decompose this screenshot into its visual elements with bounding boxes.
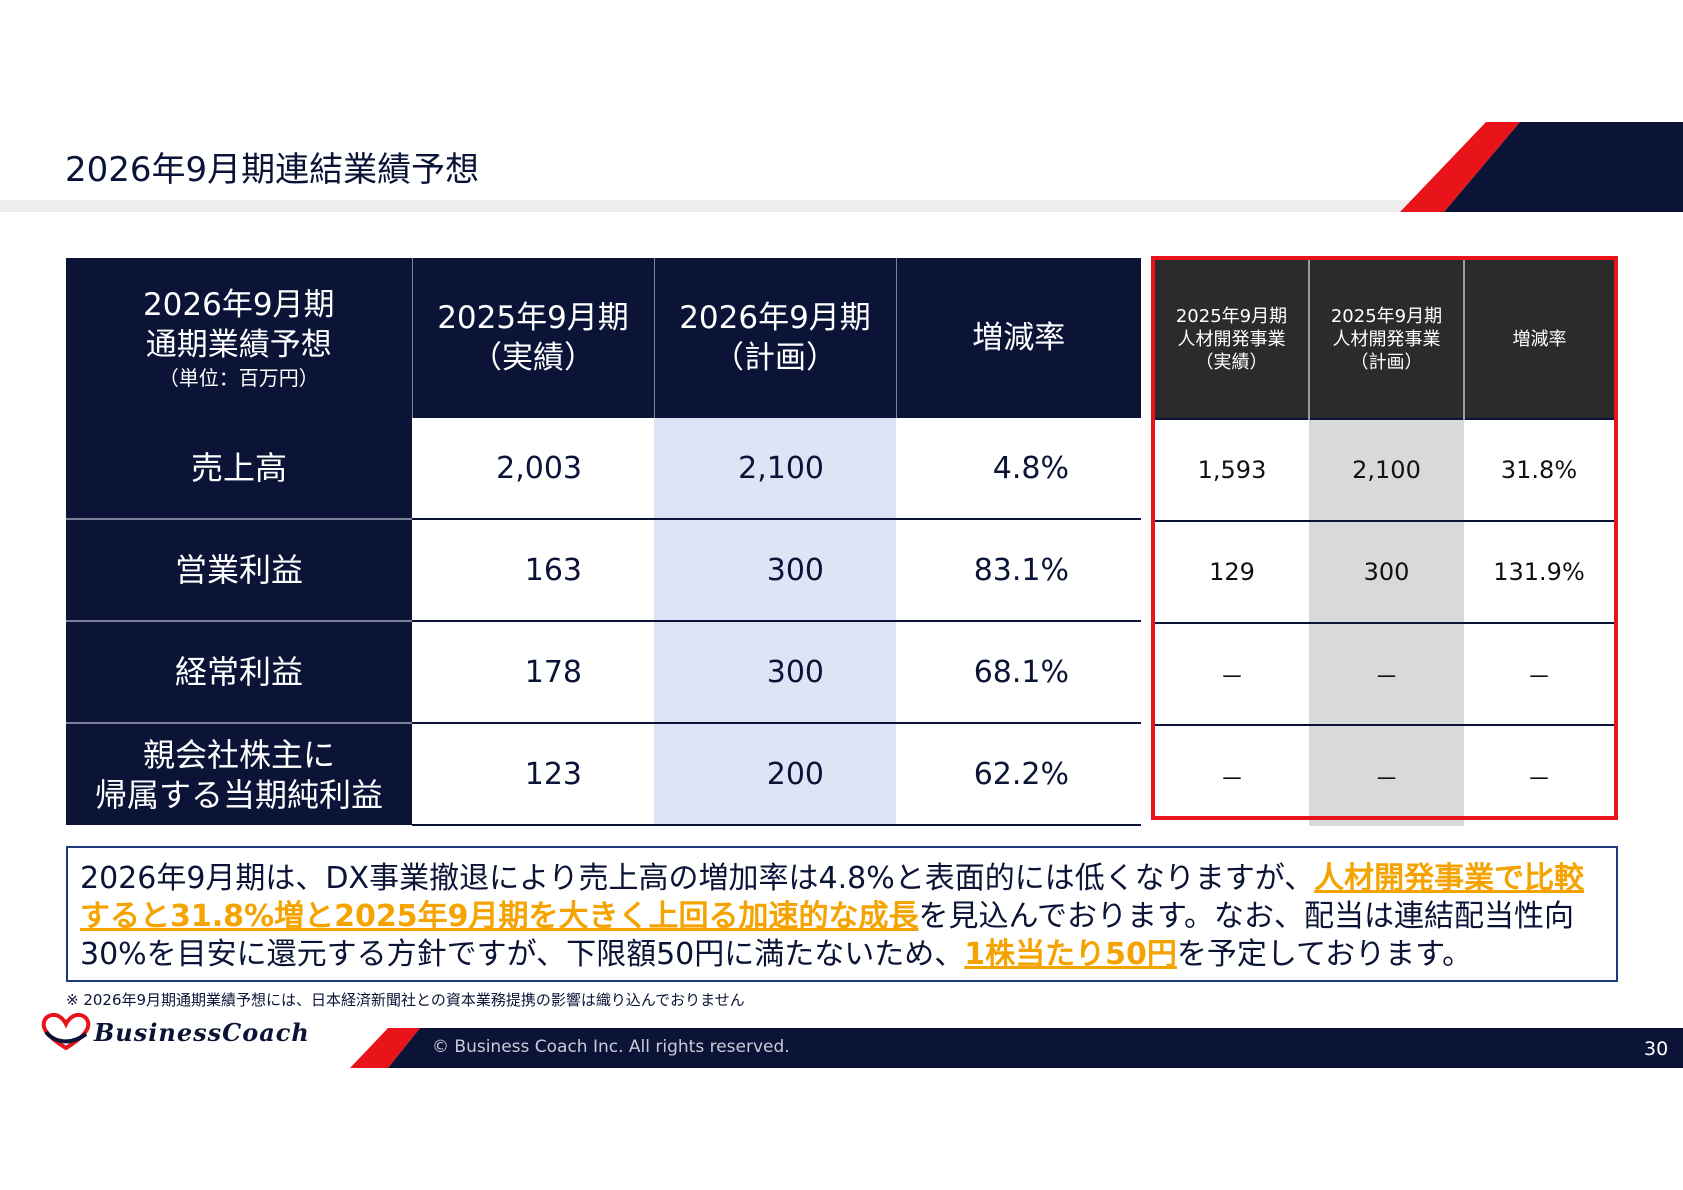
seg-cell-rate: － bbox=[1464, 724, 1614, 826]
commentary-text-1: 2026年9月期は、DX事業撤退により売上高の増加率は4.8%と表面的には低くな… bbox=[80, 861, 1315, 896]
commentary-text-3: を予定しております。 bbox=[1176, 937, 1473, 972]
seg-cell-rate: － bbox=[1464, 622, 1614, 725]
row-label-ordinary-profit: 経常利益 bbox=[66, 621, 412, 724]
segment-col-plan: 2025年9月期 人材開発事業 （計画） bbox=[1309, 260, 1465, 419]
net-income-line1: 親会社株主に bbox=[142, 735, 335, 774]
brand-logo-text: BusinessCoach bbox=[94, 1018, 310, 1047]
seg-actual-line3: （実績） bbox=[1195, 351, 1268, 373]
cell-rate: 62.2% bbox=[896, 723, 1141, 826]
seg-plan-line1: 2025年9月期 bbox=[1330, 305, 1443, 327]
segment-header-row: 2025年9月期 人材開発事業 （実績） 2025年9月期 人材開発事業 （計画… bbox=[1155, 260, 1614, 419]
segment-table: 2025年9月期 人材開発事業 （実績） 2025年9月期 人材開発事業 （計画… bbox=[1155, 260, 1614, 826]
table-row: － － － bbox=[1155, 622, 1614, 725]
cell-rate: 83.1% bbox=[896, 519, 1141, 622]
corner-line1: 2026年9月期 bbox=[142, 287, 335, 323]
seg-cell-rate: 31.8% bbox=[1464, 418, 1614, 521]
seg-cell-rate: 131.9% bbox=[1464, 520, 1614, 623]
col-actual-line2: （実績） bbox=[471, 340, 595, 376]
footer-band bbox=[350, 1028, 1683, 1068]
segment-highlight-frame bbox=[1151, 256, 1618, 820]
header-stripe-graphic bbox=[1400, 122, 1683, 212]
cell-plan: 300 bbox=[654, 519, 896, 622]
table-row: － － － bbox=[1155, 724, 1614, 826]
seg-plan-line2: 人材開発事業 bbox=[1332, 328, 1441, 350]
heart-logo-icon bbox=[41, 1012, 91, 1051]
col-plan-line1: 2026年9月期 bbox=[679, 300, 871, 336]
table-row: 営業利益 163 300 83.1% bbox=[66, 519, 1141, 622]
col-header-plan: 2026年9月期 （計画） bbox=[654, 258, 897, 418]
cell-rate: 68.1% bbox=[896, 621, 1141, 724]
copyright-text: © Business Coach Inc. All rights reserve… bbox=[432, 1037, 790, 1057]
cell-actual: 178 bbox=[412, 621, 654, 724]
seg-actual-line2: 人材開発事業 bbox=[1177, 328, 1286, 350]
col-actual-line1: 2025年9月期 bbox=[437, 300, 629, 336]
col-plan-line2: （計画） bbox=[713, 340, 837, 376]
footnote: ※ 2026年9月期通期業績予想には、日本経済新聞社との資本業務提携の影響は織り… bbox=[66, 991, 745, 1009]
seg-plan-line3: （計画） bbox=[1350, 351, 1423, 373]
cell-plan: 300 bbox=[654, 621, 896, 724]
header-band bbox=[0, 200, 1683, 212]
col-rate-line1: 増減率 bbox=[972, 320, 1066, 356]
table-row: 1,593 2,100 31.8% bbox=[1155, 418, 1614, 521]
page-title: 2026年9月期連結業績予想 bbox=[65, 150, 480, 190]
commentary-highlight-1: 人材開発事業で比較すると31.8%増と2025年9月期を大きく上回る加速的な成長 bbox=[80, 861, 1585, 934]
commentary-highlight-2: 1株当たり50円 bbox=[964, 937, 1177, 972]
seg-cell-plan: － bbox=[1309, 622, 1464, 725]
segment-col-actual: 2025年9月期 人材開発事業 （実績） bbox=[1155, 260, 1310, 419]
page-number: 30 bbox=[1644, 1038, 1669, 1060]
segment-col-rate: 増減率 bbox=[1464, 260, 1614, 419]
commentary-text-2: を見込んでおります。なお、配当は連結配当性向30%を目安に還元する方針ですが、下… bbox=[80, 899, 1574, 972]
seg-cell-plan: 2,100 bbox=[1309, 418, 1464, 521]
col-header-actual: 2025年9月期 （実績） bbox=[412, 258, 655, 418]
table-header-row: 2026年9月期 通期業績予想 （単位：百万円） 2025年9月期 （実績） 2… bbox=[66, 258, 1141, 418]
net-income-line2: 帰属する当期純利益 bbox=[94, 775, 383, 814]
table-row: 親会社株主に 帰属する当期純利益 123 200 62.2% bbox=[66, 723, 1141, 826]
cell-plan: 2,100 bbox=[654, 418, 896, 520]
cell-actual: 2,003 bbox=[412, 418, 654, 520]
commentary-box: 2026年9月期は、DX事業撤退により売上高の増加率は4.8%と表面的には低くな… bbox=[66, 846, 1618, 982]
table-row: 129 300 131.9% bbox=[1155, 520, 1614, 623]
table-corner-cell: 2026年9月期 通期業績予想 （単位：百万円） bbox=[66, 258, 413, 418]
seg-cell-actual: － bbox=[1155, 622, 1309, 725]
corner-line2: 通期業績予想 bbox=[145, 327, 332, 363]
seg-cell-plan: － bbox=[1309, 724, 1464, 826]
forecast-table: 2026年9月期 通期業績予想 （単位：百万円） 2025年9月期 （実績） 2… bbox=[66, 258, 1141, 826]
row-label-sales: 売上高 bbox=[66, 418, 412, 520]
seg-cell-actual: 129 bbox=[1155, 520, 1309, 623]
cell-actual: 123 bbox=[412, 723, 654, 826]
table-row: 売上高 2,003 2,100 4.8% bbox=[66, 418, 1141, 520]
seg-actual-line1: 2025年9月期 bbox=[1175, 305, 1288, 327]
seg-cell-plan: 300 bbox=[1309, 520, 1464, 623]
seg-rate-line1: 増減率 bbox=[1512, 328, 1567, 350]
row-label-net-income: 親会社株主に 帰属する当期純利益 bbox=[66, 723, 412, 825]
unit-label: （単位：百万円） bbox=[158, 366, 319, 390]
seg-cell-actual: － bbox=[1155, 724, 1309, 826]
seg-cell-actual: 1,593 bbox=[1155, 418, 1309, 521]
col-header-rate: 増減率 bbox=[896, 258, 1141, 418]
row-label-operating-profit: 営業利益 bbox=[66, 519, 412, 622]
cell-rate: 4.8% bbox=[896, 418, 1141, 520]
cell-actual: 163 bbox=[412, 519, 654, 622]
cell-plan: 200 bbox=[654, 723, 896, 826]
table-row: 経常利益 178 300 68.1% bbox=[66, 621, 1141, 724]
